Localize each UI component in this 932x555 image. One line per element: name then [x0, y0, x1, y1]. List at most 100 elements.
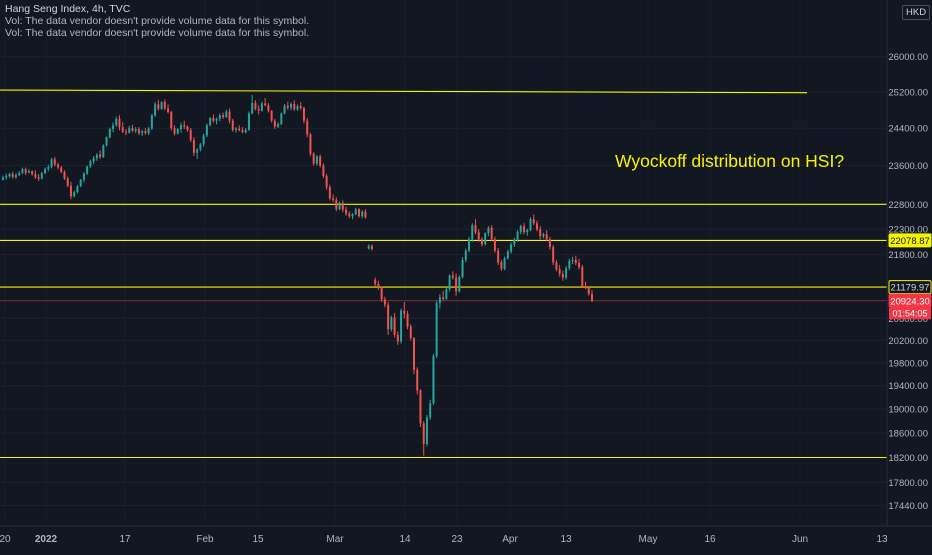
candle-body	[95, 154, 98, 159]
candle-body	[89, 161, 92, 167]
candle-body	[497, 250, 500, 263]
candle	[558, 265, 561, 277]
price-tick-label: 19000.00	[888, 405, 928, 416]
candle-body	[590, 294, 594, 301]
candle-body	[11, 174, 14, 178]
candle-body	[464, 250, 467, 260]
candle	[448, 274, 451, 292]
candle	[73, 190, 76, 198]
price-tick-label: 19400.00	[888, 381, 928, 392]
candle-body	[299, 106, 302, 108]
candle-body	[377, 283, 380, 288]
candle-body	[57, 164, 60, 168]
candle-body	[429, 403, 432, 418]
candle	[396, 331, 399, 345]
last-price-badge-countdown-bg	[889, 307, 931, 320]
candle-body	[468, 239, 471, 251]
candle-body	[587, 287, 590, 295]
time-tick-label: Feb	[196, 534, 214, 545]
candle	[141, 129, 144, 136]
candle-body	[461, 259, 464, 278]
candle-body	[290, 103, 293, 108]
candle	[484, 232, 487, 246]
candle-body	[189, 129, 192, 141]
candle	[238, 125, 241, 132]
candle	[584, 281, 587, 290]
candle-body	[102, 145, 105, 157]
candle	[354, 207, 357, 216]
candle-body	[247, 113, 250, 130]
candle	[215, 117, 218, 125]
candle-body	[228, 111, 231, 121]
candle-body	[335, 199, 338, 210]
annotation-text[interactable]: Wyockoff distribution on HSI?	[615, 151, 844, 171]
candle-body	[222, 115, 225, 118]
volume-note-2: Vol: The data vendor doesn't provide vol…	[5, 27, 310, 39]
candle	[561, 270, 564, 281]
price-axis[interactable]: 26000.00 25200.00 24400.00 23600.00 22800.00…	[886, 0, 932, 526]
symbol-legend[interactable]: Hang Seng Index, 4h, TVC Vol: The data v…	[5, 3, 309, 39]
candle-body	[367, 245, 370, 249]
trendline[interactable]	[0, 89, 808, 94]
candle	[315, 155, 318, 166]
price-tick-label: 23600.00	[888, 161, 928, 172]
candle	[241, 127, 244, 134]
candle-body	[552, 246, 555, 263]
candle-body	[354, 209, 357, 215]
candle	[247, 111, 250, 131]
candle-body	[199, 144, 202, 150]
candle-body	[141, 131, 144, 134]
candle-body	[44, 168, 47, 174]
candle-body	[500, 262, 503, 269]
candle-body	[338, 202, 341, 210]
candle	[270, 110, 273, 123]
candle	[108, 127, 111, 139]
candle	[251, 94, 254, 115]
candle-body	[529, 219, 532, 231]
candle-body	[50, 159, 53, 167]
time-tick-label: 23	[451, 534, 463, 545]
candle	[413, 337, 416, 375]
candle	[503, 256, 506, 271]
candle	[209, 117, 212, 127]
price-tick-label: 20200.00	[888, 336, 928, 347]
candle-body	[561, 273, 564, 278]
candle	[186, 125, 189, 132]
candle-body	[510, 244, 513, 252]
candle-body	[112, 125, 115, 129]
candle	[393, 312, 396, 338]
candle-body	[260, 103, 263, 111]
candle-body	[183, 125, 186, 127]
time-tick-label: May	[639, 534, 658, 545]
candle	[76, 184, 79, 194]
candle-body	[458, 277, 461, 292]
candle	[510, 242, 513, 254]
time-tick-label: Mar	[326, 534, 344, 545]
candle-body	[66, 178, 69, 186]
candle	[89, 159, 92, 168]
candle-body	[387, 304, 390, 330]
candle	[500, 259, 503, 271]
candle-body	[357, 209, 360, 217]
candle	[477, 229, 480, 242]
candle	[565, 266, 568, 280]
candle	[86, 165, 89, 176]
symbol-title[interactable]: Hang Seng Index, 4h, TVC	[5, 3, 131, 15]
candle	[225, 109, 228, 118]
candle	[377, 280, 380, 290]
candle	[82, 172, 85, 183]
candle	[99, 150, 102, 159]
candle	[157, 99, 160, 111]
candle	[189, 128, 192, 142]
candle-body	[8, 174, 11, 177]
time-axis[interactable]: 20 2022 17 Feb 15 Mar 14 23 Apr 13 May 16 Jun 13	[0, 525, 932, 550]
candle	[167, 104, 170, 114]
candle	[409, 324, 412, 341]
candle-body	[493, 239, 496, 251]
candle-body	[302, 107, 305, 121]
candle-body	[345, 209, 348, 214]
time-tick-label: 15	[252, 534, 264, 545]
candle	[523, 223, 526, 235]
